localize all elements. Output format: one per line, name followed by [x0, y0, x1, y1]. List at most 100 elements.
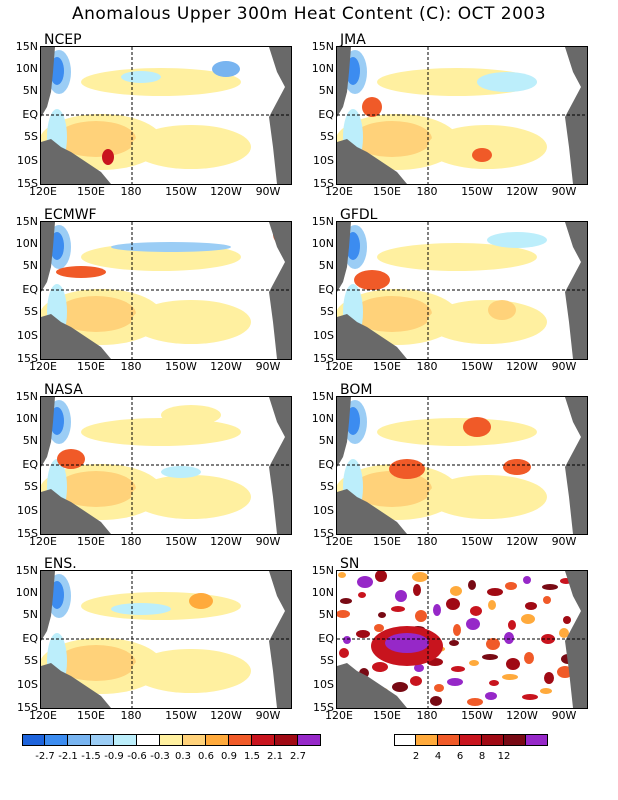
maritime-continent-land — [337, 314, 407, 359]
anomaly-colorbar-label: -0.9 — [104, 751, 124, 762]
snr-region — [502, 674, 518, 680]
snr-colorbar-label: 12 — [497, 751, 511, 762]
warm-anomaly-region — [427, 475, 547, 519]
panel-title: JMA — [340, 32, 366, 48]
snr-region — [488, 600, 496, 610]
asia-land — [41, 571, 55, 641]
longitude-tick-label: 150E — [77, 535, 105, 548]
warm-anomaly-region — [81, 418, 241, 446]
snr-region — [489, 680, 499, 686]
colorbar-swatch — [68, 734, 91, 746]
americas-land — [269, 222, 291, 359]
longitude-tick-label: 90W — [551, 360, 577, 373]
latitude-tick-label: EQ — [318, 632, 334, 645]
warm-anomaly-region — [463, 417, 491, 437]
asia-land — [337, 222, 351, 292]
snr-region — [467, 698, 483, 706]
snr-region — [430, 696, 442, 706]
latitude-tick-label: 5S — [24, 130, 38, 143]
longitude-tick-label: 90W — [551, 709, 577, 722]
longitude-tick-label: 180 — [120, 360, 142, 373]
anomaly-colorbar-label: -0.3 — [150, 751, 170, 762]
latitude-tick-label: 15N — [15, 564, 38, 577]
warm-anomaly-region — [377, 418, 537, 446]
warm-anomaly-region — [56, 296, 136, 332]
latitude-tick-label: 10N — [311, 586, 334, 599]
latitude-tick-label: 5N — [22, 434, 38, 447]
snr-region — [508, 620, 516, 630]
asia-land — [41, 222, 55, 292]
latitude-tick-label: 5N — [318, 259, 334, 272]
map-plot-area — [336, 570, 588, 709]
snr-region — [410, 676, 422, 686]
colorbar-swatch — [482, 734, 504, 746]
longitude-tick-label: 150W — [165, 185, 197, 198]
latitude-tick-label: 15S — [17, 177, 38, 190]
latitude-tick-label: 10N — [15, 412, 38, 425]
snr-region — [506, 658, 520, 670]
snr-region — [413, 584, 421, 596]
snr-region — [385, 633, 429, 653]
maritime-continent-land — [41, 489, 111, 534]
snr-region — [395, 590, 407, 602]
longitude-tick-label: 150E — [373, 185, 401, 198]
map-plot-area — [336, 221, 588, 360]
map-plot-area — [336, 46, 588, 185]
colorbar-swatch — [526, 734, 548, 746]
longitude-tick-label: 90W — [255, 360, 281, 373]
latitude-tick-label: 15S — [17, 701, 38, 714]
latitude-tick-label: EQ — [22, 632, 38, 645]
snr-colorbar-label: 2 — [412, 751, 420, 762]
latitude-tick-label: 10S — [313, 329, 334, 342]
latitude-tick-label: 5S — [320, 130, 334, 143]
warm-anomaly-region — [389, 459, 425, 479]
longitude-tick-label: 120E — [325, 535, 353, 548]
snr-region — [375, 571, 387, 582]
cold-anomaly-region — [161, 466, 201, 478]
snr-region — [544, 672, 554, 684]
longitude-tick-label: 120W — [506, 185, 538, 198]
latitude-tick-label: 15S — [17, 352, 38, 365]
anomaly-colorbar — [22, 734, 321, 746]
anomaly-colorbar-label: -2.7 — [35, 751, 55, 762]
colorbar-swatch — [206, 734, 229, 746]
map-plot-area — [40, 221, 292, 360]
anomaly-colorbar-label: -2.1 — [58, 751, 78, 762]
snr-region — [482, 654, 498, 660]
snr-region — [378, 612, 386, 618]
warm-anomaly-region — [56, 471, 136, 507]
longitude-tick-label: 120E — [29, 535, 57, 548]
maritime-continent-land — [41, 139, 111, 184]
longitude-tick-label: 120W — [506, 709, 538, 722]
colorbar-swatch — [183, 734, 206, 746]
colorbar-swatch — [22, 734, 45, 746]
panel-title: NASA — [44, 382, 83, 398]
latitude-tick-label: 5S — [320, 654, 334, 667]
colorbar-swatch — [438, 734, 460, 746]
snr-region — [451, 666, 465, 672]
snr-region — [523, 576, 531, 584]
longitude-tick-label: 90W — [255, 535, 281, 548]
longitude-tick-label: 150W — [461, 360, 493, 373]
snr-region — [504, 632, 514, 644]
snr-region — [372, 662, 388, 672]
latitude-tick-label: 10N — [311, 412, 334, 425]
latitude-tick-label: 10S — [313, 678, 334, 691]
longitude-tick-label: 150W — [165, 709, 197, 722]
map-plot-area — [40, 46, 292, 185]
cold-anomaly-region — [111, 242, 231, 252]
snr-region — [434, 684, 444, 692]
snr-region — [414, 664, 424, 672]
latitude-tick-label: 5N — [318, 84, 334, 97]
longitude-tick-label: 180 — [120, 709, 142, 722]
snr-colorbar — [394, 734, 548, 746]
map-plot-area — [40, 396, 292, 535]
latitude-tick-label: 5S — [24, 305, 38, 318]
map-plot-area — [40, 570, 292, 709]
latitude-tick-label: 10S — [17, 678, 38, 691]
warm-anomaly-region — [352, 471, 432, 507]
latitude-tick-label: 15S — [313, 527, 334, 540]
longitude-tick-label: 180 — [120, 185, 142, 198]
longitude-tick-label: 150W — [165, 360, 197, 373]
longitude-tick-label: 90W — [551, 535, 577, 548]
